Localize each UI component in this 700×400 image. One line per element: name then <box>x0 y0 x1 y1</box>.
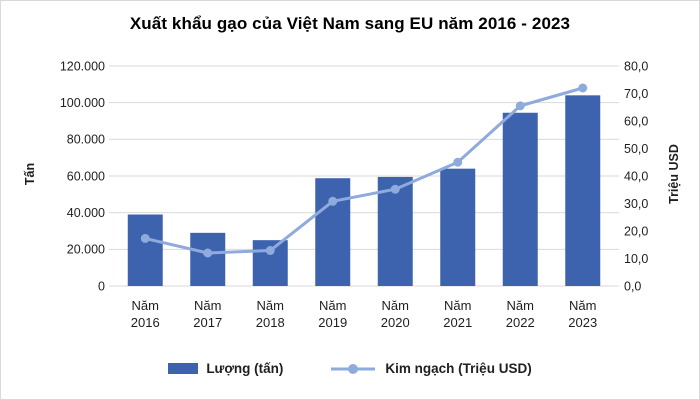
legend-item-luong: Lượng (tấn) <box>168 361 283 376</box>
y-left-tick-label: 80.000 <box>67 133 105 147</box>
x-label: Năm 2020 <box>381 298 410 330</box>
marker-2017 <box>203 248 213 258</box>
y-left-tick-label: 20.000 <box>67 243 105 257</box>
bar-2022 <box>502 112 538 286</box>
x-label: Năm 2019 <box>318 298 347 330</box>
legend: Lượng (tấn) Kim ngạch (Triệu USD) <box>1 361 699 376</box>
y-right-tick-label: 0,0 <box>624 279 641 293</box>
y-right-tick-label: 80,0 <box>624 59 648 73</box>
y-axis-right-title: Triệu USD <box>667 144 681 204</box>
marker-2016 <box>140 233 150 243</box>
y-right-tick-label: 20,0 <box>624 224 648 238</box>
y-left-tick-label: 40.000 <box>67 206 105 220</box>
legend-label-kim-ngach: Kim ngạch (Triệu USD) <box>385 361 532 376</box>
marker-2020 <box>390 184 400 194</box>
y-right-tick-label: 50,0 <box>624 142 648 156</box>
marker-2022 <box>515 101 525 111</box>
y-right-tick-label: 70,0 <box>624 87 648 101</box>
x-label: Năm 2021 <box>443 298 472 330</box>
y-right-tick-label: 40,0 <box>624 169 648 183</box>
chart-title: Xuất khẩu gạo của Việt Nam sang EU năm 2… <box>129 14 571 33</box>
marker-2018 <box>265 246 275 256</box>
y-right-tick-label: 10,0 <box>624 252 648 266</box>
y-left-tick-label: 0 <box>98 279 105 293</box>
bar-2023 <box>565 95 601 286</box>
kim-ngach-line <box>143 86 585 255</box>
marker-2021 <box>453 157 463 167</box>
x-label: Năm 2018 <box>256 298 285 330</box>
x-label: Năm 2023 <box>568 298 597 330</box>
bar-2017 <box>190 232 226 286</box>
bar-series-swatch-icon <box>168 363 199 374</box>
bar-2021 <box>440 168 476 286</box>
legend-item-kim-ngach: Kim ngạch (Triệu USD) <box>329 361 532 376</box>
bar-2020 <box>377 176 413 286</box>
marker-2023 <box>578 83 588 93</box>
y-right-tick-label: 30,0 <box>624 197 648 211</box>
y-right-tick-label: 60,0 <box>624 114 648 128</box>
y-left-tick-label: 60.000 <box>67 169 105 183</box>
y-axis-left-title: Tấn <box>23 162 37 186</box>
marker-2019 <box>328 196 338 206</box>
bar-2019 <box>315 178 351 286</box>
legend-label-luong: Lượng (tấn) <box>206 361 284 376</box>
y-left-tick-label: 120.000 <box>60 59 105 73</box>
line-series-swatch-icon <box>331 363 376 374</box>
x-label: Năm 2022 <box>506 298 535 330</box>
bar-2016 <box>127 214 163 286</box>
x-label: Năm 2017 <box>193 298 222 330</box>
y-left-tick-label: 100.000 <box>60 96 105 110</box>
x-label: Năm 2016 <box>131 298 160 330</box>
